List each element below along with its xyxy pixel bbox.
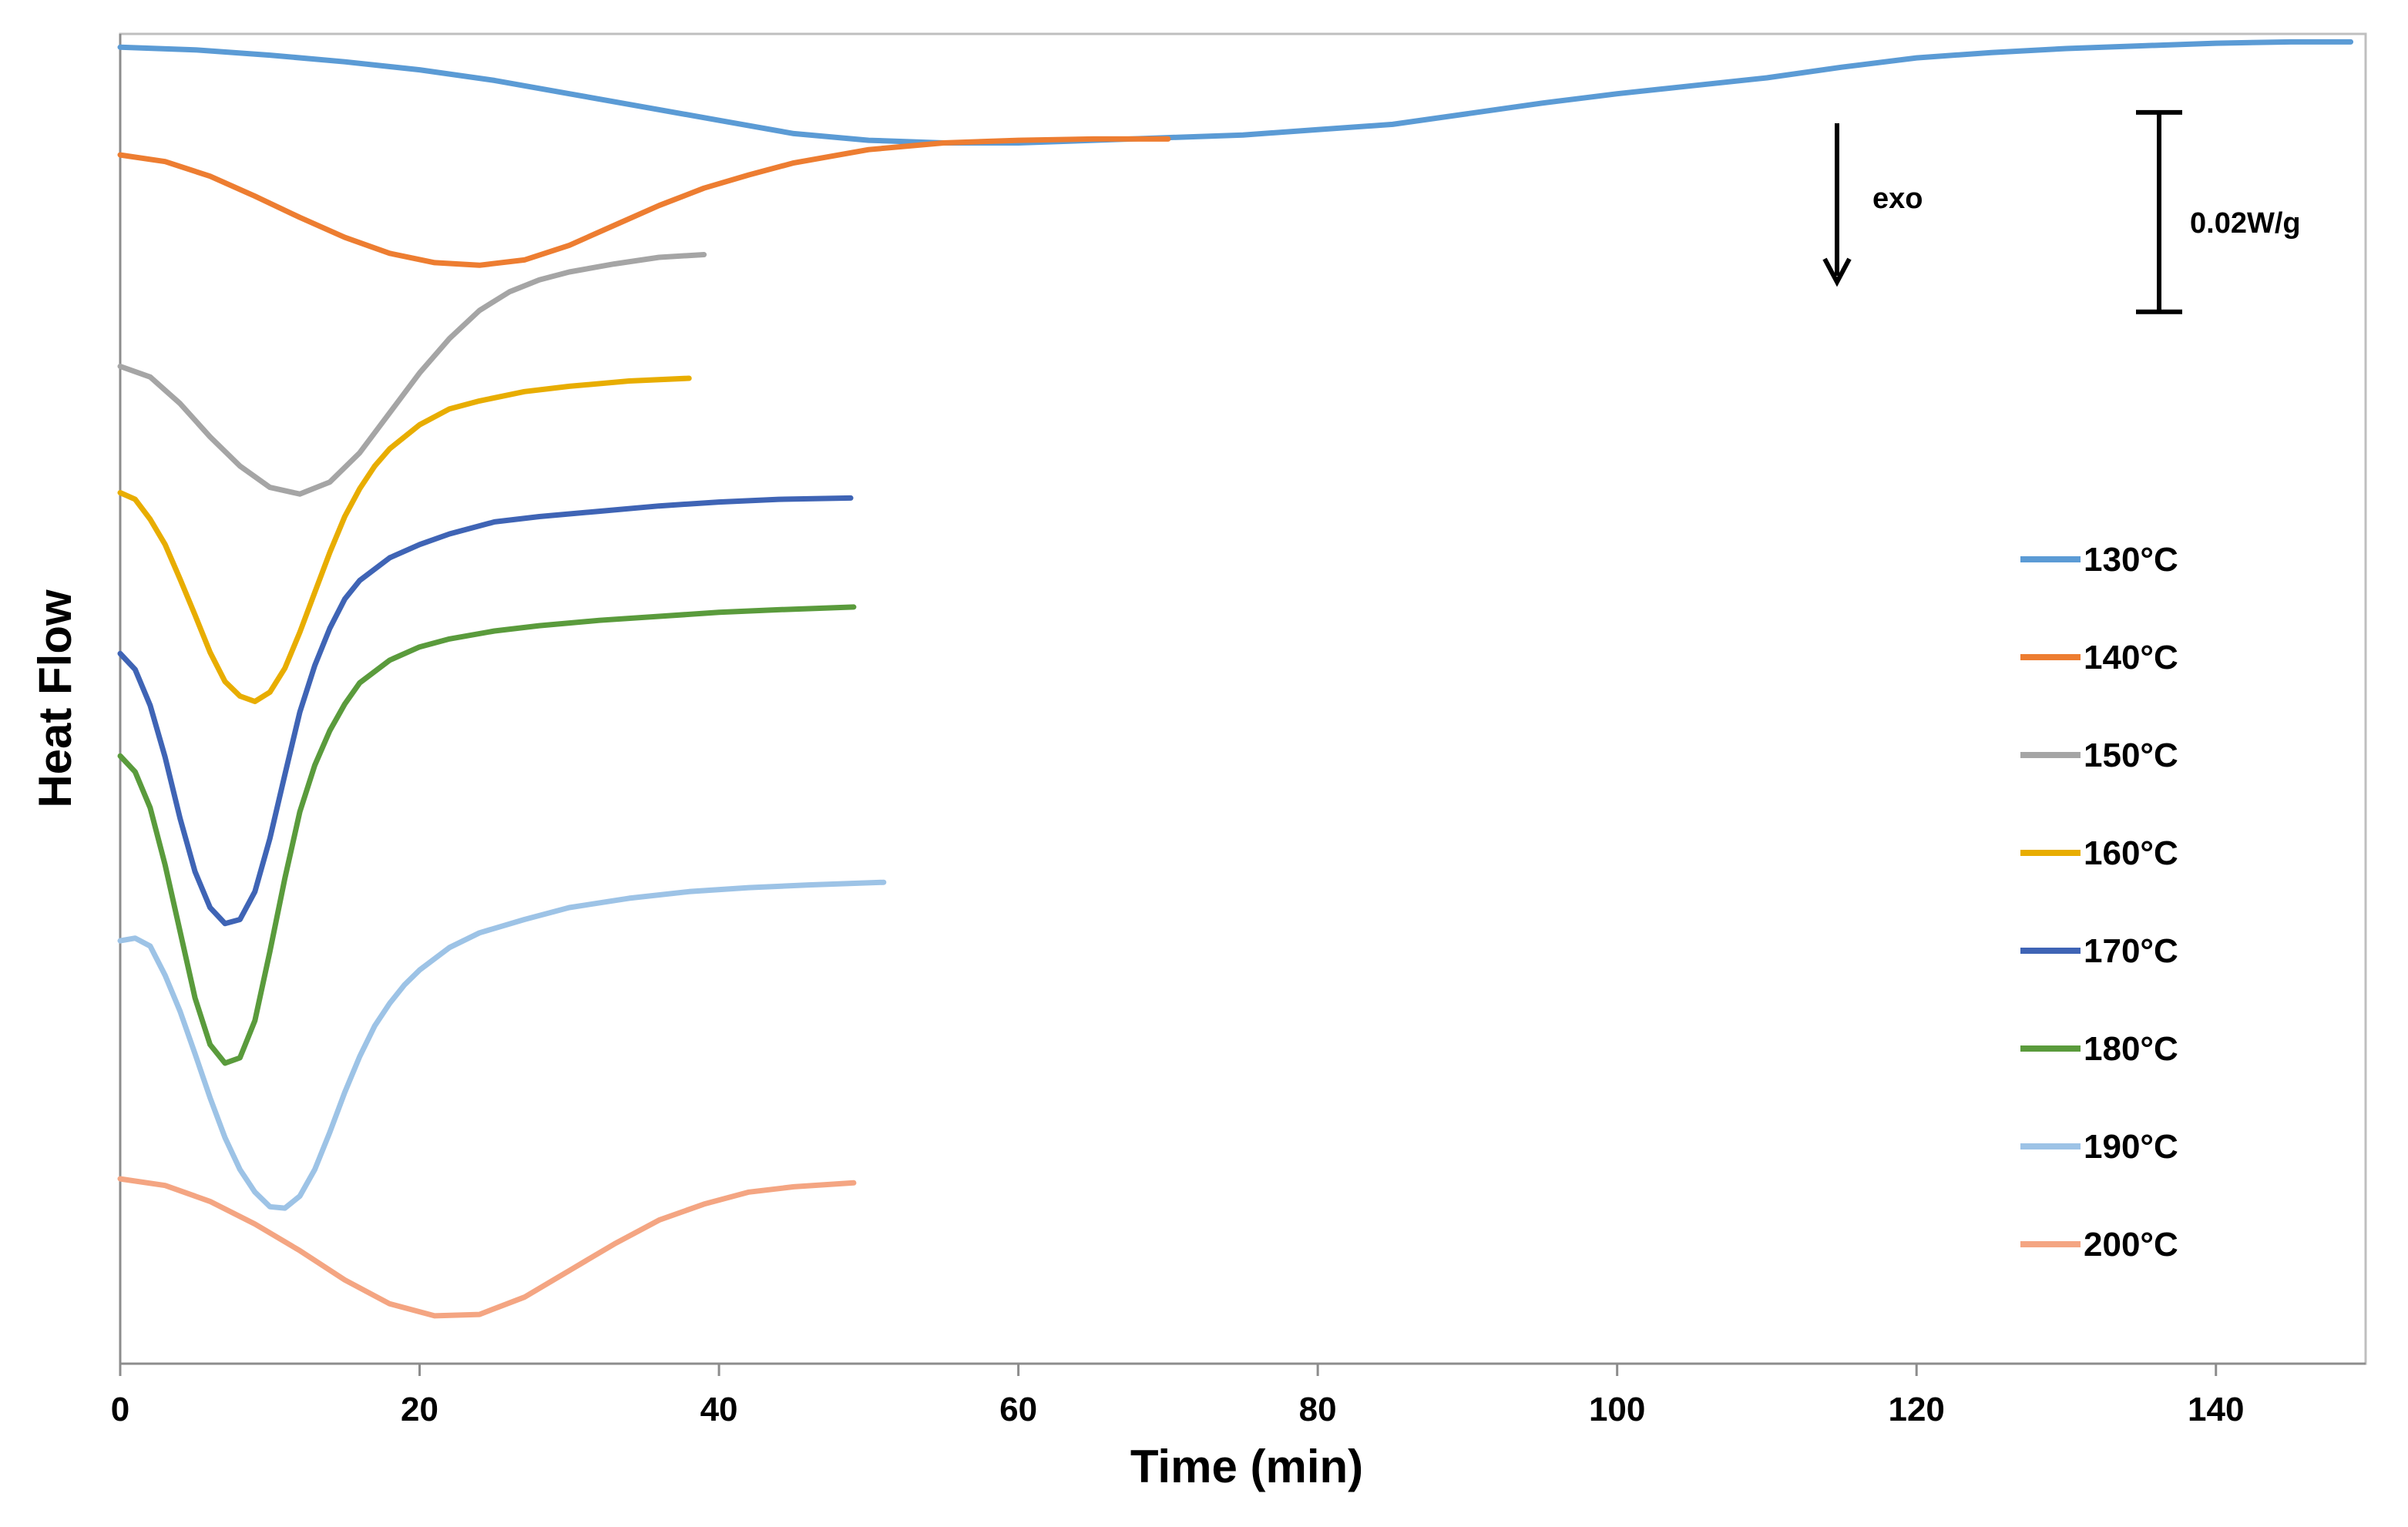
series-line-170C [117,495,854,927]
y-axis-title: Heat Flow [29,589,81,808]
series-line-130C [117,39,2354,146]
scale-bar [2136,109,2182,314]
legend: 130°C 140°C 150°C 160°C 170°C 180°C 190°C 200°C [2020,541,2178,1264]
legend-label: 200°C [2084,1226,2178,1264]
series-line-180C [117,604,857,1066]
x-tick-label: 140 [2188,1391,2244,1428]
x-tick-label: 0 [111,1391,129,1428]
legend-label: 170°C [2084,932,2178,970]
x-axis-ticks: 0 20 40 60 80 100 120 140 [111,1364,2244,1428]
series-line-200C [117,1176,857,1319]
x-tick-label: 120 [1888,1391,1944,1428]
exo-arrow [1822,123,1852,287]
series-line-150C [117,252,707,497]
x-axis-title: Time (min) [1130,1441,1363,1492]
series-line-190C [117,879,887,1211]
legend-label: 150°C [2084,737,2178,774]
legend-label: 130°C [2084,541,2178,579]
exo-arrow-head [1822,257,1852,287]
legend-label: 180°C [2084,1030,2178,1068]
plot-area [119,32,2367,1365]
series-line-140C [117,136,1171,268]
x-tick-label: 20 [401,1391,438,1428]
legend-label: 190°C [2084,1128,2178,1166]
x-tick-label: 40 [700,1391,738,1428]
scale-bar-label: 0.02W/g [2190,207,2301,240]
series-line-160C [117,375,692,704]
exo-label: exo [1872,183,1923,215]
x-tick-label: 100 [1589,1391,1645,1428]
legend-label: 160°C [2084,834,2178,872]
x-tick-label: 80 [1299,1391,1337,1428]
legend-label: 140°C [2084,639,2178,676]
series-lines [117,39,2354,1319]
x-tick-label: 60 [999,1391,1037,1428]
